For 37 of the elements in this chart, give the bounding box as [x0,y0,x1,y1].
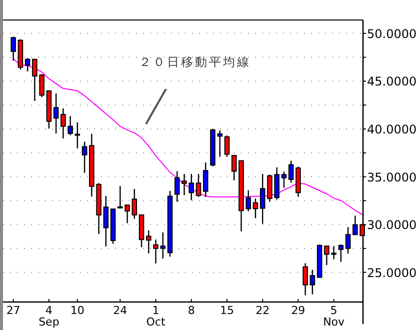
x-tick-label: 15 [220,304,234,317]
candlestick [260,173,266,224]
candlestick [338,244,344,262]
candlestick [24,57,30,72]
candlestick [302,262,308,296]
x-tick-label: 22 [256,304,270,317]
candlestick [224,134,230,158]
y-tick-label: 50.0000 [367,26,417,41]
x-tick-label: 24 [113,304,128,317]
x-tick-label: 29 [291,304,306,317]
y-tick-label: 45.0000 [367,74,417,89]
x-tick-label: 27 [6,304,20,317]
x-tick-label: 1 Oct [146,304,166,328]
candlestick [10,36,16,62]
candlestick [310,269,316,295]
candlestick [74,122,80,149]
y-tick-label: 40.0000 [367,122,417,136]
candlestick [202,162,208,198]
x-tick-label: 5 Nov [323,304,346,328]
x-tick-label: 10 [70,304,84,317]
candlestick [146,230,152,254]
candlestick [288,160,294,184]
x-tick-label: 4 Sep [38,304,60,328]
candlestick [252,198,258,219]
candlestick [132,188,138,220]
candlestick [345,226,351,254]
candlestick [281,171,287,188]
candlestick [231,154,237,182]
candlestick [53,92,59,134]
x-tick-label: 8 [188,304,195,317]
candlestick [103,195,109,248]
annotation: ２０日移動平均線 [139,55,251,69]
candlestick [196,173,202,198]
y-tick-label: 35.0000 [367,170,417,184]
candlestick [82,141,88,174]
y-tick-label: 30.0000 [367,218,417,232]
y-tick-label: 25.0000 [367,266,417,280]
